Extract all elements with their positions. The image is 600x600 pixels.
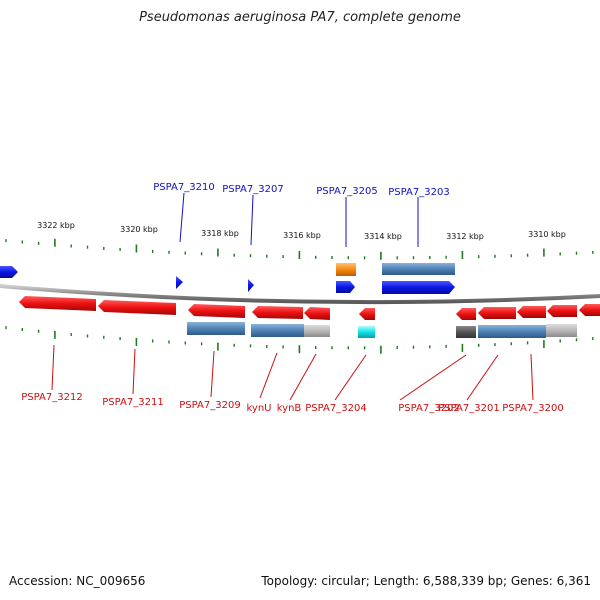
connector-pspa7-3201 xyxy=(466,354,499,401)
label-pspa7-3201[interactable]: PSPA7_3201 xyxy=(438,403,499,414)
scale-label-3318: 3318 kbp xyxy=(201,229,239,238)
scale-label-3312: 3312 kbp xyxy=(446,232,484,241)
connector-pspa7-3202 xyxy=(399,354,467,401)
label-pspa7-3210[interactable]: PSPA7_3210 xyxy=(153,182,214,193)
map-title: Pseudomonas aeruginosa PA7, complete gen… xyxy=(139,10,461,25)
top-gene-labels: PSPA7_3210 PSPA7_3207 PSPA7_3205 PSPA7_3… xyxy=(153,182,449,198)
scale-labels: 3322 kbp 3320 kbp 3318 kbp 3316 kbp 3314… xyxy=(37,221,566,241)
upper-tick-row xyxy=(5,238,594,260)
accession-label: Accession: NC_009656 xyxy=(9,574,146,588)
reverse-strand-genes xyxy=(19,296,600,338)
label-pspa7-3200[interactable]: PSPA7_3200 xyxy=(502,403,563,414)
connector-kynu xyxy=(259,352,278,399)
gene-pspa7-3202[interactable] xyxy=(456,308,476,320)
gene-pspa7-3209-cds[interactable] xyxy=(187,322,245,335)
label-pspa7-3202[interactable]: PSPA7_3202 xyxy=(398,403,459,414)
label-pspa7-3205[interactable]: PSPA7_3205 xyxy=(316,186,377,197)
gene-kynu-cds[interactable] xyxy=(251,324,304,337)
label-pspa7-3204[interactable]: PSPA7_3204 xyxy=(305,403,366,414)
genome-summary: Topology: circular; Length: 6,588,339 bp… xyxy=(261,574,591,588)
gene-pspa7-3201[interactable] xyxy=(478,307,516,319)
gene-forward-left-edge[interactable] xyxy=(0,266,18,278)
connector-pspa7-3207 xyxy=(250,194,254,246)
gene-kynu[interactable] xyxy=(252,306,303,319)
gene-pspa7-3203-cds[interactable] xyxy=(382,263,455,275)
label-kynb[interactable]: kynB xyxy=(277,403,302,414)
gene-pspa7-3212[interactable] xyxy=(19,296,96,311)
scale-label-3316: 3316 kbp xyxy=(283,231,321,240)
label-pspa7-3211[interactable]: PSPA7_3211 xyxy=(102,397,163,408)
label-connectors xyxy=(51,192,534,401)
gene-pspa7-3200-cds[interactable] xyxy=(546,324,577,337)
gene-kynb[interactable] xyxy=(304,307,330,320)
scale-label-3322: 3322 kbp xyxy=(37,221,75,230)
gene-pspa7-3204[interactable] xyxy=(359,308,375,320)
connector-pspa7-3212 xyxy=(51,344,55,391)
label-pspa7-3207[interactable]: PSPA7_3207 xyxy=(222,184,283,195)
label-kynu[interactable]: kynU xyxy=(246,403,271,414)
forward-strand-genes xyxy=(0,263,455,294)
gene-pspa7-3204-feature[interactable] xyxy=(358,326,375,338)
label-pspa7-3203[interactable]: PSPA7_3203 xyxy=(388,187,449,198)
label-pspa7-3212[interactable]: PSPA7_3212 xyxy=(21,392,82,403)
bottom-gene-labels: PSPA7_3212 PSPA7_3211 PSPA7_3209 kynU ky… xyxy=(21,392,563,414)
scale-label-3320: 3320 kbp xyxy=(120,225,158,234)
connector-pspa7-3211 xyxy=(132,348,136,395)
gene-pspa7-3202-cds[interactable] xyxy=(456,326,476,338)
gene-pspa7-3209[interactable] xyxy=(188,304,245,318)
label-pspa7-3209[interactable]: PSPA7_3209 xyxy=(179,400,240,411)
gene-pspa7-3211[interactable] xyxy=(98,300,176,315)
gene-pspa7-3200-b[interactable] xyxy=(547,305,577,317)
gene-kynb-cds[interactable] xyxy=(304,325,330,337)
gene-reverse-right-edge[interactable] xyxy=(579,304,600,316)
connector-pspa7-3209 xyxy=(210,350,215,398)
gene-pspa7-3203[interactable] xyxy=(382,281,455,294)
gene-pspa7-3205[interactable] xyxy=(336,281,355,293)
genome-backbone xyxy=(0,284,600,305)
gene-pspa7-3205-feature[interactable] xyxy=(336,263,356,276)
gene-pspa7-3201-cds[interactable] xyxy=(478,325,546,338)
connector-pspa7-3200 xyxy=(530,353,534,401)
scale-label-3310: 3310 kbp xyxy=(528,230,566,239)
connector-kynb xyxy=(289,353,317,401)
gene-pspa7-3200-a[interactable] xyxy=(517,306,546,318)
lower-tick-row xyxy=(5,326,594,354)
gene-pspa7-3207[interactable] xyxy=(248,279,254,292)
scale-label-3314: 3314 kbp xyxy=(364,232,402,241)
connector-pspa7-3210 xyxy=(179,192,185,243)
connector-pspa7-3204 xyxy=(334,354,367,401)
gene-pspa7-3210[interactable] xyxy=(176,276,183,289)
